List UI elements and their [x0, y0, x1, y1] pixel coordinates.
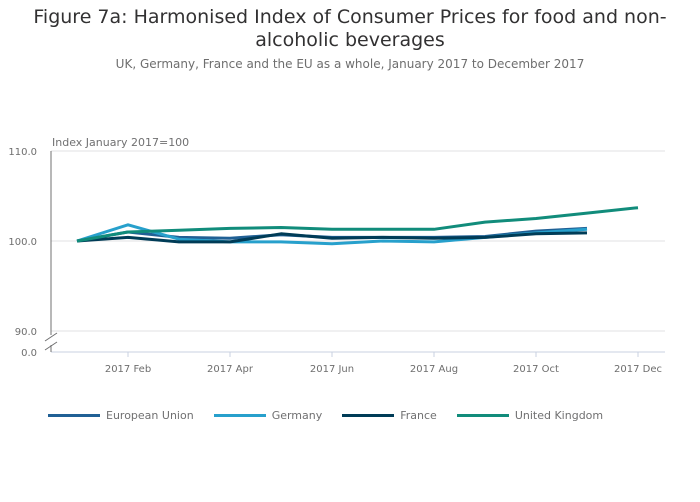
y-tick-label: 100.0 [8, 237, 37, 248]
x-tick-label: 2017 Dec [614, 364, 662, 375]
legend-label: France [400, 409, 437, 422]
chart-subtitle: UK, Germany, France and the EU as a whol… [115, 57, 585, 71]
x-tick-label: 2017 Feb [105, 364, 151, 375]
legend-swatch [213, 414, 266, 417]
legend: European Union Germany France United Kingdo… [48, 409, 623, 422]
y-tick-label: 0.0 [21, 348, 37, 359]
axis-break-mark [44, 341, 58, 351]
y-tick-label: 110.0 [8, 147, 37, 158]
y-tick-label: 90.0 [15, 327, 37, 338]
axis-break-mark [44, 332, 58, 342]
legend-item-france[interactable]: France [342, 409, 437, 422]
legend-label: United Kingdom [514, 409, 604, 422]
chart-title: Figure 7a: Harmonised Index of Consumer … [33, 6, 667, 51]
y-axis-title: Index January 2017=100 [52, 136, 189, 149]
legend-item-united-kingdom[interactable]: United Kingdom [456, 409, 604, 422]
legend-swatch [342, 414, 395, 417]
legend-item-european-union[interactable]: European Union [48, 409, 194, 422]
x-tick-label: 2017 Jun [310, 364, 354, 375]
legend-item-germany[interactable]: Germany [213, 409, 323, 422]
legend-label: European Union [106, 409, 194, 422]
legend-label: Germany [271, 409, 323, 422]
series-line-united-kingdom[interactable] [76, 206, 639, 243]
legend-swatch [48, 414, 100, 417]
x-tick-label: 2017 Aug [410, 364, 458, 375]
series-line-france[interactable] [76, 231, 588, 244]
legend-swatch [456, 414, 509, 417]
x-tick-label: 2017 Oct [513, 364, 559, 375]
x-tick-label: 2017 Apr [207, 364, 254, 375]
